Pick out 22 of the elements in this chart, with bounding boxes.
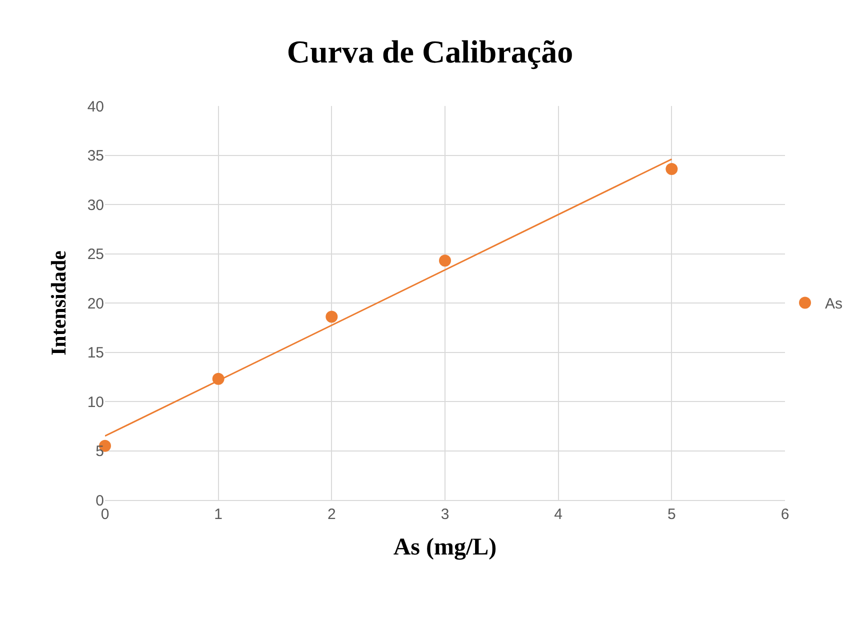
y-tick-label: 30 [87,196,104,214]
x-axis-title: As (mg/L) [393,534,497,560]
y-tick-label: 5 [96,443,104,460]
x-tick-label: 3 [440,506,450,523]
chart-title: Curva de Calibração [286,34,574,70]
point [666,163,678,176]
legend-label: As [825,296,843,313]
y-tick-label: 25 [87,246,104,263]
y-tick-label: 15 [87,344,104,362]
x-tick-label: 2 [328,506,336,523]
y-axis-title: Intensidade [46,250,70,356]
y-tick-label: 10 [87,394,104,411]
x-tick-label: 6 [780,506,790,523]
point [326,310,338,323]
y-tick-label: 0 [96,492,104,510]
x-tick-label: 5 [668,506,676,523]
x-tick-label: 4 [554,506,562,523]
point [439,254,451,267]
y-tick-label: 40 [87,98,104,116]
y-tick-label: 35 [87,148,104,164]
x-tick-label: 1 [214,506,222,523]
y-tick-label: 20 [87,295,104,312]
